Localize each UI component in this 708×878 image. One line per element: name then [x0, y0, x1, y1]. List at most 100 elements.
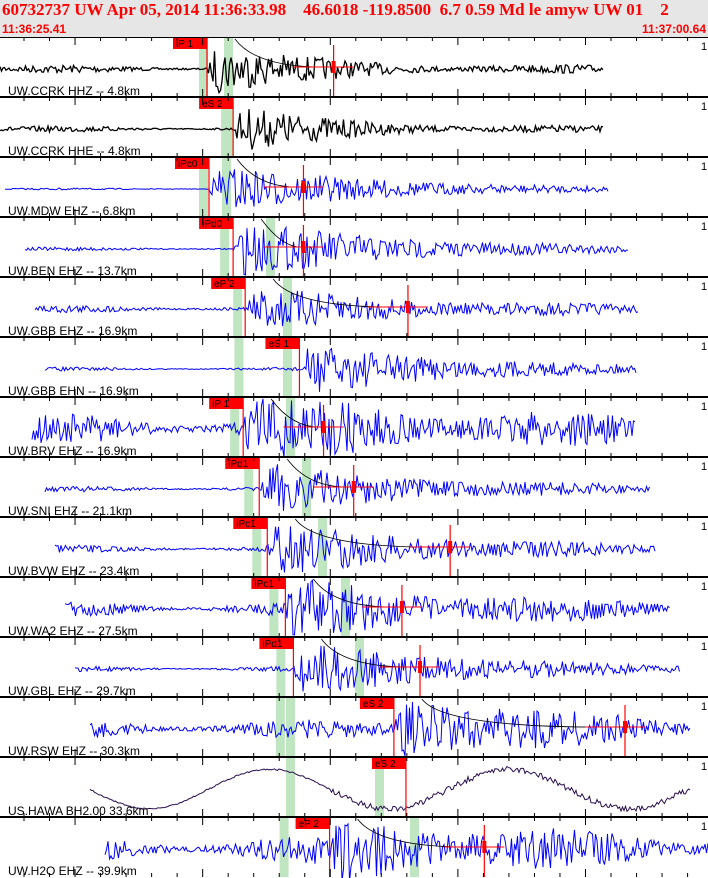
trace-panel[interactable]: eP 2 1 UW.H2O EHZ -- 39.9km [0, 816, 708, 878]
trace-panel[interactable]: iPc1 1 UW.BVW EHZ -- 23.4km [0, 516, 708, 578]
pick-label: iPd0 [202, 219, 222, 230]
pick-label: iPc1 [254, 579, 274, 590]
trace-panel[interactable]: iPd1 1 UW.GBL EHZ -- 29.7km [0, 636, 708, 698]
scale-label: 1 [701, 641, 707, 653]
amplitude-marker [321, 421, 326, 433]
end-time: 11:37:00.64 [641, 22, 706, 36]
amplitude-marker [301, 241, 306, 253]
s-arrival-band [283, 278, 292, 337]
pick-label-box[interactable] [199, 98, 234, 109]
pick-label-box[interactable] [251, 578, 286, 589]
pick-label: eP 2 [299, 819, 320, 830]
amplitude-marker [399, 601, 404, 613]
pick-label: eS 2 [363, 699, 384, 710]
waveform [89, 765, 691, 813]
waveform [44, 464, 650, 511]
trace-panel[interactable]: eS 2 1 US.HAWA BH2.00 33.6km [0, 756, 708, 818]
scale-label: 1 [701, 401, 707, 413]
pick-label-box[interactable] [225, 458, 260, 469]
pick-label-box[interactable] [199, 218, 234, 229]
waveform [0, 109, 604, 150]
trace-panel[interactable]: eS 2 1 UW.RSW EHZ -- 30.3km [0, 696, 708, 758]
station-label: UW.H2O EHZ -- 39.9km [8, 864, 137, 878]
pick-label-box[interactable] [211, 278, 246, 289]
pick-label-box[interactable] [265, 338, 300, 349]
pick-label-box[interactable] [359, 698, 394, 709]
pick-label-box[interactable] [172, 38, 207, 49]
station-label: UW.GBB EHN -- 16.9km [8, 384, 139, 398]
scale-label: 1 [701, 161, 707, 173]
scale-label: 1 [701, 761, 707, 773]
trace-panel[interactable]: eS 2 1 UW.CCRK HHE -- 4.8km [0, 96, 708, 158]
amplitude-marker [331, 61, 336, 73]
p-arrival-band [230, 398, 240, 457]
waveform [24, 225, 628, 276]
p-arrival-band [233, 278, 243, 337]
station-label: UW.MDW EHZ -- 6.8km [8, 204, 135, 218]
pick-label-box[interactable] [295, 818, 330, 829]
waveform [0, 51, 604, 95]
amplitude-marker [623, 721, 628, 733]
s-arrival-band [224, 38, 233, 97]
s-arrival-band [410, 818, 419, 877]
waveform [74, 645, 680, 692]
pick-label: iPd1 [228, 459, 248, 470]
pick-label-box[interactable] [209, 398, 244, 409]
scale-label: 1 [701, 521, 707, 533]
pick-label: eS 2 [375, 759, 396, 770]
trace-panel[interactable]: eS 1 1 UW.GBB EHN -- 16.9km [0, 336, 708, 398]
scale-label: 1 [701, 101, 707, 113]
scale-label: 1 [701, 461, 707, 473]
s-arrival-band [375, 758, 384, 817]
event-header: 60732737 UW Apr 05, 2014 11:36:33.98 46.… [0, 0, 708, 37]
pick-label: eS 2 [202, 99, 223, 110]
amplitude-marker [448, 541, 453, 553]
trace-panel[interactable]: eP 2 1 UW.GBB EHZ -- 16.9km [0, 276, 708, 338]
waveform [89, 701, 691, 757]
station-label: UW.GBB EHZ -- 16.9km [8, 324, 137, 338]
trace-panel[interactable]: iPd0 1 UW.BEN EHZ -- 13.7km [0, 216, 708, 278]
seismogram-plot[interactable]: iP 1 1 UW.CCRK HHZ -- 4.8km eS 2 1 UW.CCRK HH… [0, 37, 708, 878]
p-arrival-band [198, 38, 208, 97]
waveform [54, 526, 656, 573]
trace-panel[interactable]: iPc1 1 UW.WA2 EHZ -- 27.5km [0, 576, 708, 638]
amplitude-marker [405, 301, 410, 313]
scale-label: 1 [701, 221, 707, 233]
pick-label-box[interactable] [259, 638, 294, 649]
pick-label: eP 2 [214, 279, 235, 290]
station-label: UW.BRV EHZ -- 16.9km [8, 444, 136, 458]
waveform [31, 398, 636, 458]
p-arrival-band [275, 698, 285, 757]
p-arrival-band [234, 338, 244, 397]
trace-panel[interactable]: iPc0 1 UW.MDW EHZ -- 6.8km [0, 156, 708, 218]
station-label: UW.SNI EHZ -- 21.1km [8, 504, 132, 518]
scale-label: 1 [701, 581, 707, 593]
station-label: UW.CCRK HHE -- 4.8km [8, 144, 141, 158]
s-arrival-band [224, 98, 233, 157]
coda-curve [421, 698, 626, 728]
scale-label: 1 [701, 341, 707, 353]
scale-label: 1 [701, 281, 707, 293]
coda-curve [357, 818, 485, 848]
pick-label: iPd1 [262, 639, 282, 650]
pick-label: iP 1 [176, 39, 193, 50]
p-arrival-band [276, 638, 286, 697]
pick-label: iPc1 [236, 519, 256, 530]
pick-label: eS 1 [268, 339, 289, 350]
scale-label: 1 [701, 41, 707, 53]
trace-panel[interactable]: iP 1 1 UW.CCRK HHZ -- 4.8km [0, 37, 708, 98]
trace-panel[interactable]: iPd1 1 UW.SNI EHZ -- 21.1km [0, 456, 708, 518]
waveform [4, 169, 609, 208]
pick-label-box[interactable] [175, 158, 210, 169]
waveform [64, 579, 670, 636]
amplitude-marker [418, 661, 423, 673]
p-arrival-band [285, 758, 295, 817]
s-arrival-band [222, 158, 231, 217]
pick-label-box[interactable] [233, 518, 268, 529]
pick-label-box[interactable] [371, 758, 406, 769]
s-arrival-band [341, 578, 350, 637]
p-arrival-band [269, 578, 279, 637]
event-title: 60732737 UW Apr 05, 2014 11:36:33.98 46.… [2, 0, 669, 19]
scale-label: 1 [701, 821, 707, 833]
trace-panel[interactable]: iP 1 1 UW.BRV EHZ -- 16.9km [0, 396, 708, 458]
